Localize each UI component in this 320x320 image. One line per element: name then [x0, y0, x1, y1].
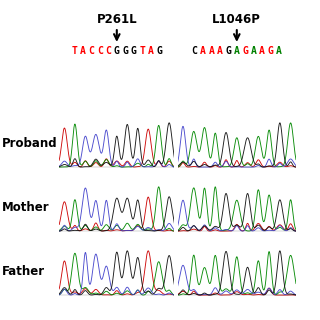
Text: C: C [191, 46, 197, 56]
Text: A: A [200, 46, 206, 56]
Text: G: G [114, 46, 120, 56]
Text: L1046P: L1046P [212, 13, 261, 26]
Text: Father: Father [2, 265, 45, 278]
Text: T: T [139, 46, 145, 56]
Text: A: A [217, 46, 223, 56]
Text: G: G [156, 46, 162, 56]
Text: Proband: Proband [2, 137, 57, 150]
Text: C: C [97, 46, 103, 56]
Text: A: A [234, 46, 240, 56]
Text: A: A [80, 46, 86, 56]
Text: A: A [259, 46, 265, 56]
Text: G: G [131, 46, 137, 56]
Text: P261L: P261L [97, 13, 137, 26]
Text: G: G [242, 46, 248, 56]
Text: G: G [268, 46, 274, 56]
Text: C: C [105, 46, 111, 56]
Text: A: A [208, 46, 214, 56]
Text: Mother: Mother [2, 201, 49, 214]
Text: A: A [148, 46, 154, 56]
Text: G: G [122, 46, 128, 56]
Text: C: C [88, 46, 94, 56]
Text: A: A [251, 46, 257, 56]
Text: A: A [276, 46, 282, 56]
Text: G: G [225, 46, 231, 56]
Text: T: T [71, 46, 77, 56]
